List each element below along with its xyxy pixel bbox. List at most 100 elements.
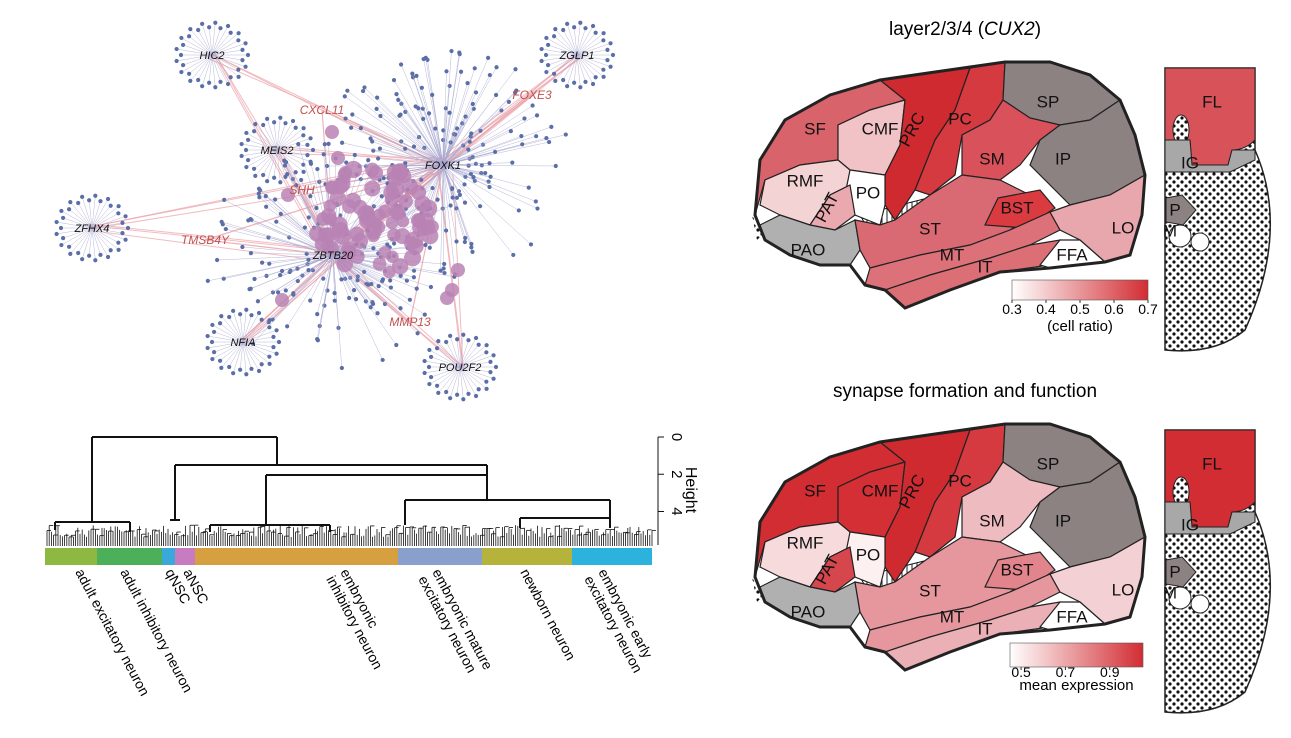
network-node xyxy=(467,139,472,144)
network-node xyxy=(251,129,257,134)
network-edge xyxy=(576,49,608,56)
network-edge xyxy=(201,23,213,56)
network-edge xyxy=(423,59,444,166)
network-node xyxy=(227,314,232,320)
network-node xyxy=(608,64,613,69)
network-edge xyxy=(442,164,556,167)
shared-node xyxy=(342,199,357,214)
network-edge xyxy=(70,227,93,255)
network-node xyxy=(243,147,249,153)
network-node xyxy=(553,163,558,169)
network-node xyxy=(394,92,399,97)
network-node xyxy=(60,235,66,241)
region-label: LO xyxy=(1112,580,1135,599)
network-node xyxy=(380,357,385,363)
region-label: SF xyxy=(804,481,826,500)
network-node xyxy=(306,268,311,273)
network-edge xyxy=(211,54,246,67)
network-node xyxy=(379,194,384,199)
network-node xyxy=(278,115,283,120)
network-edge xyxy=(91,205,111,229)
network-node xyxy=(220,222,225,227)
network-node xyxy=(416,106,421,111)
map-title-part: synapse formation and function xyxy=(833,381,1097,402)
network-edge xyxy=(94,225,324,251)
network-edge xyxy=(242,319,270,343)
network-node xyxy=(310,147,316,153)
network-edge xyxy=(379,148,444,166)
network-node xyxy=(76,250,81,256)
network-node xyxy=(248,286,253,291)
network-node xyxy=(123,214,128,219)
network-edge xyxy=(214,341,244,353)
network-edge xyxy=(276,149,304,173)
network-edge xyxy=(442,164,453,198)
network-edge xyxy=(459,352,487,368)
network-node xyxy=(358,126,363,131)
network-node xyxy=(178,52,184,58)
network-node xyxy=(296,142,301,147)
network-edge xyxy=(442,135,537,166)
network-edge xyxy=(266,118,278,151)
region-label: PO xyxy=(856,545,881,564)
network-edge xyxy=(91,198,109,229)
region-label: FFA xyxy=(1056,245,1088,264)
network-node xyxy=(283,121,288,126)
network-node xyxy=(186,71,192,76)
network-edge xyxy=(211,54,216,88)
network-edge xyxy=(424,366,461,374)
network-edge xyxy=(541,48,578,56)
network-node xyxy=(493,364,499,370)
hub-label: MEIS2 xyxy=(260,145,293,157)
network-node xyxy=(414,286,419,291)
network-edge xyxy=(440,164,444,271)
network-node xyxy=(374,106,379,111)
network-node xyxy=(108,248,113,253)
network-node xyxy=(66,244,72,249)
network-edge xyxy=(332,254,335,294)
network-edge xyxy=(345,118,444,166)
network-edge xyxy=(442,164,444,269)
network-node xyxy=(522,116,527,121)
network-node xyxy=(253,173,258,178)
network-node xyxy=(217,321,223,326)
map-title: synapse formation and function xyxy=(833,381,1097,402)
network-node xyxy=(308,194,313,199)
network-node xyxy=(278,180,283,185)
medial-label: P xyxy=(1169,562,1180,581)
network-node xyxy=(125,225,131,231)
network-node xyxy=(244,372,249,377)
network-edge xyxy=(442,52,460,166)
network-node xyxy=(572,80,577,85)
network-node xyxy=(457,50,462,55)
network-node xyxy=(491,353,496,358)
network-node xyxy=(239,141,244,147)
network-node xyxy=(434,346,440,351)
network-edge xyxy=(242,341,270,365)
network-node xyxy=(285,171,290,177)
network-node xyxy=(427,245,432,250)
network-node xyxy=(205,278,210,283)
network-node xyxy=(302,225,307,230)
network-node xyxy=(455,337,460,342)
network-edge xyxy=(459,366,469,394)
network-node xyxy=(447,110,452,115)
network-node xyxy=(493,92,499,98)
network-node xyxy=(398,62,404,67)
network-edge xyxy=(91,227,96,261)
network-edge xyxy=(211,32,231,56)
network-node xyxy=(332,298,337,303)
medial-label: FL xyxy=(1202,454,1222,473)
network-node xyxy=(366,158,371,163)
network-edge xyxy=(449,366,461,399)
network-edge xyxy=(262,149,278,176)
shared-node xyxy=(325,125,339,139)
network-edge xyxy=(91,195,96,229)
network-node xyxy=(483,170,488,176)
network-edge xyxy=(190,28,213,56)
map-title-part: layer2/3/4 ( xyxy=(889,19,985,40)
network-edge xyxy=(431,94,444,166)
network-node xyxy=(427,347,432,353)
network-edge xyxy=(442,164,519,211)
region-label: PC xyxy=(948,109,972,128)
